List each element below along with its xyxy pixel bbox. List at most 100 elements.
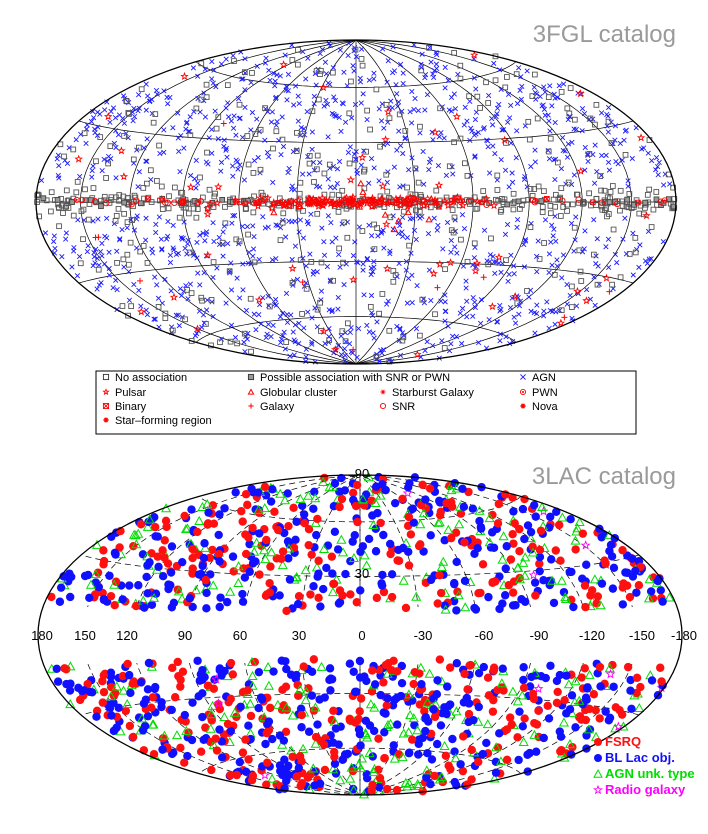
fsrq-point bbox=[593, 592, 603, 601]
agn-point bbox=[660, 182, 667, 188]
agn-point bbox=[547, 83, 553, 89]
agn-point bbox=[366, 329, 372, 335]
fsrq-point bbox=[178, 667, 188, 676]
agn-point bbox=[522, 173, 528, 180]
fsrq-point bbox=[226, 658, 236, 668]
agn-point bbox=[88, 118, 95, 125]
bl-lac-obj-point bbox=[421, 713, 430, 722]
unassociated-point bbox=[236, 238, 243, 245]
agn-point bbox=[223, 300, 229, 306]
agn-point bbox=[216, 241, 223, 248]
agn-point bbox=[509, 170, 515, 176]
unassociated-point bbox=[451, 214, 458, 221]
agn-unk-type-point bbox=[434, 774, 445, 784]
agn-point bbox=[534, 302, 540, 308]
bl-lac-obj-point bbox=[399, 543, 408, 553]
fsrq-point bbox=[536, 526, 546, 535]
bl-lac-obj-point bbox=[187, 505, 196, 514]
agn-point bbox=[244, 336, 250, 342]
lon-tick-label: 150 bbox=[74, 628, 96, 643]
unassociated-point bbox=[250, 199, 256, 206]
snr-point bbox=[575, 196, 582, 203]
fsrq-point bbox=[458, 766, 468, 776]
agn-point bbox=[237, 162, 243, 168]
bl-lac-obj-point bbox=[535, 566, 544, 576]
agn-point bbox=[428, 297, 434, 304]
unassociated-point bbox=[359, 228, 366, 234]
agn-point bbox=[287, 353, 293, 359]
agn-point bbox=[502, 167, 509, 173]
agn-point bbox=[135, 92, 142, 98]
bl-lac-obj-point bbox=[473, 544, 482, 553]
bl-lac-obj-point bbox=[254, 703, 263, 713]
pulsar-point bbox=[368, 196, 377, 205]
fsrq-point bbox=[494, 499, 504, 509]
agn-point bbox=[317, 159, 323, 166]
agn-point bbox=[164, 236, 170, 242]
fsrq-point bbox=[153, 552, 162, 561]
agn-point bbox=[397, 352, 404, 358]
agn-point bbox=[136, 287, 142, 294]
globular-cluster-point bbox=[385, 197, 393, 205]
bl-lac-obj-point bbox=[304, 727, 314, 736]
fsrq-point bbox=[151, 522, 160, 532]
radio-galaxy-point bbox=[528, 569, 539, 580]
agn-point bbox=[559, 275, 565, 281]
snr-point bbox=[194, 198, 202, 206]
pulsar-point bbox=[471, 266, 480, 275]
agn-point bbox=[263, 55, 269, 61]
agn-point bbox=[273, 256, 279, 262]
unassociated-point bbox=[204, 149, 210, 156]
bl-lac-obj-point bbox=[448, 734, 457, 744]
pulsar-point bbox=[383, 199, 392, 208]
agn-point bbox=[556, 83, 562, 89]
fsrq-point bbox=[176, 682, 185, 691]
agn-point bbox=[506, 115, 513, 121]
bl-lac-obj-point bbox=[450, 747, 459, 756]
fsrq-point bbox=[508, 588, 518, 597]
agn-point bbox=[380, 347, 387, 353]
unassociated-point bbox=[106, 200, 113, 206]
unassociated-point bbox=[90, 185, 97, 191]
agn-point bbox=[427, 156, 434, 162]
snr-pwn-candidate-point bbox=[121, 199, 128, 206]
unassociated-point bbox=[97, 134, 104, 140]
agn-point bbox=[400, 214, 406, 220]
agn-point bbox=[155, 295, 162, 301]
agn-point bbox=[102, 233, 108, 239]
agn-point bbox=[445, 77, 451, 84]
fsrq-point bbox=[543, 701, 552, 711]
fsrq-point bbox=[510, 519, 519, 528]
lon-tick-label: 90 bbox=[178, 628, 192, 643]
panel1-parallel bbox=[78, 120, 634, 144]
unassociated-point bbox=[527, 224, 534, 231]
agn-point bbox=[116, 237, 123, 243]
agn-point bbox=[282, 52, 288, 58]
agn-point bbox=[121, 264, 127, 270]
agn-point bbox=[288, 186, 295, 193]
fsrq-point bbox=[580, 581, 590, 590]
bl-lac-obj-point bbox=[112, 723, 121, 732]
agn-point bbox=[278, 152, 284, 158]
snr-point bbox=[171, 199, 178, 207]
fsrq-point bbox=[60, 664, 69, 673]
agn-point bbox=[262, 60, 269, 66]
unassociated-point bbox=[622, 151, 629, 158]
agn-point bbox=[325, 134, 331, 140]
unassociated-point bbox=[73, 189, 80, 196]
fsrq-point bbox=[460, 669, 469, 679]
agn-point bbox=[177, 286, 183, 292]
agn-point bbox=[90, 263, 96, 269]
unassociated-point bbox=[494, 172, 501, 179]
bl-lac-obj-point bbox=[361, 490, 371, 499]
fsrq-point bbox=[241, 490, 251, 499]
bl-lac-obj-point bbox=[330, 759, 340, 768]
agn-unk-type-point bbox=[583, 724, 594, 734]
agn-point bbox=[378, 228, 385, 235]
agn-unk-type-point bbox=[295, 493, 306, 503]
agn-unk-type-point bbox=[324, 482, 335, 492]
unassociated-point bbox=[650, 206, 657, 213]
unassociated-point bbox=[270, 145, 276, 152]
unassociated-point bbox=[605, 211, 612, 217]
